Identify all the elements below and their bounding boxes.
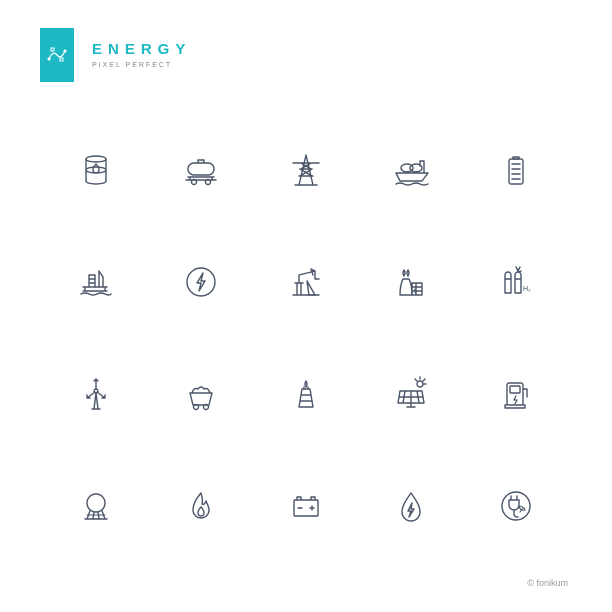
tank-wagon-icon: [178, 147, 224, 193]
gas-storage-icon: [73, 483, 119, 529]
electricity-bolt-icon: [178, 259, 224, 305]
credit: © fonikum: [527, 578, 568, 588]
solar-panel-icon: [388, 371, 434, 417]
icon-grid: H₂: [62, 122, 550, 554]
ev-charger-icon: [493, 371, 539, 417]
hydro-power-icon: [388, 483, 434, 529]
gas-flare-icon: [283, 371, 329, 417]
car-battery-icon: [283, 483, 329, 529]
wind-turbine-icon: [73, 371, 119, 417]
header-text: ENERGY PIXEL PERFECT: [92, 41, 191, 69]
hydrogen-icon: H₂: [493, 259, 539, 305]
coal-cart-icon: [178, 371, 224, 417]
offshore-rig-icon: [73, 259, 119, 305]
eco-plug-icon: [493, 483, 539, 529]
subtitle: PIXEL PERFECT: [92, 62, 191, 69]
oil-pump-icon: [283, 259, 329, 305]
editable-stroke-badge: [40, 28, 74, 82]
svg-text:H₂: H₂: [523, 286, 531, 293]
flame-icon: [178, 483, 224, 529]
power-tower-icon: [283, 147, 329, 193]
oil-barrel-icon: [73, 147, 119, 193]
nuclear-plant-icon: [388, 259, 434, 305]
tanker-ship-icon: [388, 147, 434, 193]
title: ENERGY: [92, 41, 191, 58]
battery-full-icon: [493, 147, 539, 193]
header: ENERGY PIXEL PERFECT: [40, 28, 572, 82]
